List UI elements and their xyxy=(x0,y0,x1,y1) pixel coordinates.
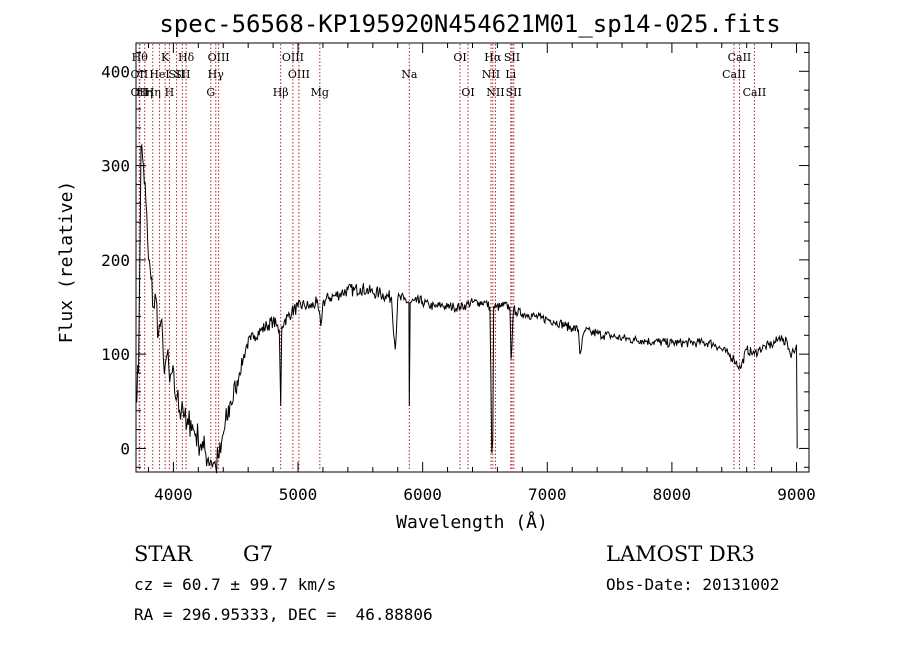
flux-series-line xyxy=(135,143,798,474)
y-tick-label: 100 xyxy=(101,345,130,364)
line-marker-label: OIII xyxy=(282,51,304,64)
line-marker-label: CaII xyxy=(722,68,746,81)
x-axis-ticks: 4000 5000 6000 7000 8000 9000 xyxy=(147,43,816,504)
y-tick-label: 0 xyxy=(120,439,130,458)
line-marker-label: OII xyxy=(131,68,149,81)
x-tick-label: 9000 xyxy=(777,485,816,504)
line-marker-label: CaII xyxy=(728,51,752,64)
line-marker-label: Hη xyxy=(137,86,153,99)
line-marker-label: K xyxy=(161,51,170,64)
line-marker-label: Li xyxy=(505,68,516,81)
spectral-subclass: G7 xyxy=(243,542,273,566)
line-marker-label: H xyxy=(165,86,175,99)
line-marker-label: Hα xyxy=(484,51,502,64)
x-tick-label: 6000 xyxy=(403,485,442,504)
y-axis-label: Flux (relative) xyxy=(56,181,77,344)
line-marker-label: G xyxy=(206,86,215,99)
line-marker-label: Hδ xyxy=(178,51,195,64)
y-tick-label: 300 xyxy=(101,157,130,176)
line-marker-label: OIII xyxy=(288,68,310,81)
line-marker-label: Hγ xyxy=(208,68,225,81)
line-marker-label: SII xyxy=(506,86,522,99)
observation-date: Obs-Date: 20131002 xyxy=(606,575,779,594)
redshift-velocity: cz = 60.7 ± 99.7 km/s xyxy=(134,575,336,594)
sky-coordinates: RA = 296.95333, DEC = 46.88806 xyxy=(134,605,433,624)
line-marker-label: SII xyxy=(504,51,520,64)
y-tick-label: 400 xyxy=(101,62,130,81)
y-axis-ticks: 0 100 200 300 400 xyxy=(101,51,809,468)
line-marker-label: SII xyxy=(174,68,190,81)
line-marker-label: NII xyxy=(486,86,504,99)
line-marker-label: Hθ xyxy=(132,51,149,64)
y-tick-label: 200 xyxy=(101,251,130,270)
x-axis-label: Wavelength (Å) xyxy=(396,511,548,533)
x-tick-label: 8000 xyxy=(653,485,692,504)
line-marker-label: SII xyxy=(169,68,185,81)
plot-frame xyxy=(135,42,810,473)
spectral-line-markers xyxy=(138,44,755,471)
line-marker-label: Hη xyxy=(145,86,161,99)
x-tick-label: 7000 xyxy=(528,485,567,504)
line-marker-label: OI xyxy=(453,51,466,64)
x-tick-label: 5000 xyxy=(279,485,318,504)
line-marker-label: Na xyxy=(401,68,418,81)
survey-name: LAMOST DR3 xyxy=(606,542,755,566)
line-marker-label: Hβ xyxy=(273,86,289,99)
line-marker-label: CaII xyxy=(743,86,767,99)
line-marker-label: Mg xyxy=(311,86,329,99)
x-tick-label: 4000 xyxy=(154,485,193,504)
object-class: STAR xyxy=(134,542,193,566)
chart-title: spec-56568-KP195920N454621M01_sp14-025.f… xyxy=(159,10,780,38)
line-marker-label: NII xyxy=(482,68,500,81)
line-marker-label: OI xyxy=(461,86,474,99)
spectral-line-labels: HθOIIOIIHηHηHeIKHSIIHδSIIGHγOIIIHβOIIIOI… xyxy=(131,51,767,99)
line-marker-label: HeI xyxy=(149,68,169,81)
line-marker-label: OIII xyxy=(208,51,230,64)
line-marker-label: OII xyxy=(131,86,149,99)
